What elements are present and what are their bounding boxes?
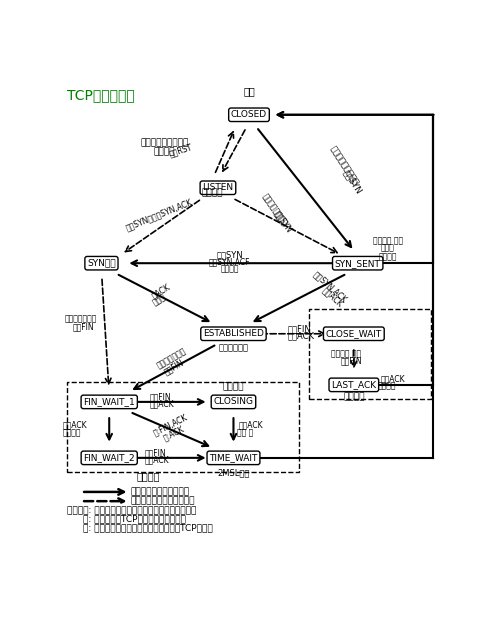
Text: 收：SYN,ACK: 收：SYN,ACK bbox=[311, 269, 349, 304]
Text: 应用进程：被动打开: 应用进程：被动打开 bbox=[140, 138, 189, 147]
Text: 收：FIN: 收：FIN bbox=[288, 324, 312, 334]
Text: 发：ACK: 发：ACK bbox=[150, 399, 175, 408]
Bar bbox=[67, 382, 300, 473]
Text: 或超时: 或超时 bbox=[381, 243, 395, 252]
Text: 发: 说明为了进行某个状态变迁要发送的TCP报文段: 发: 说明为了进行某个状态变迁要发送的TCP报文段 bbox=[83, 523, 212, 532]
Text: 被动打开: 被动打开 bbox=[201, 188, 223, 197]
Text: 发：SYN.ACF: 发：SYN.ACF bbox=[209, 258, 250, 267]
Text: 发：FIN: 发：FIN bbox=[163, 358, 186, 376]
Text: 发送 无: 发送 无 bbox=[237, 428, 254, 437]
Text: CLOSED: CLOSED bbox=[231, 110, 267, 119]
Text: 收:FIN,ACK: 收:FIN,ACK bbox=[152, 413, 189, 438]
Text: FIN_WAIT_1: FIN_WAIT_1 bbox=[83, 398, 135, 406]
Text: 应用进程：主动打开: 应用进程：主动打开 bbox=[329, 145, 361, 187]
Text: TIME_WAIT: TIME_WAIT bbox=[209, 453, 258, 463]
Text: 应用进程：关闭: 应用进程：关闭 bbox=[155, 346, 187, 370]
Text: 收：SYN，发：SYN,ACK: 收：SYN，发：SYN,ACK bbox=[125, 197, 194, 232]
Text: 收：ACK: 收：ACK bbox=[238, 421, 263, 430]
Text: 收ACK: 收ACK bbox=[150, 282, 172, 300]
Text: 同时打开: 同时打开 bbox=[220, 265, 239, 274]
Text: 应用进程: 说明当应用执行某种操作时发生的状态变迁: 应用进程: 说明当应用执行某种操作时发生的状态变迁 bbox=[67, 506, 196, 515]
Text: 收：FIN: 收：FIN bbox=[150, 392, 172, 401]
Text: 说明服务器的正常状态变迁: 说明服务器的正常状态变迁 bbox=[131, 497, 195, 506]
Text: 发送：无: 发送：无 bbox=[377, 381, 396, 391]
Text: 主动关闭: 主动关闭 bbox=[136, 471, 160, 482]
Text: ESTABLISHED: ESTABLISHED bbox=[203, 329, 264, 338]
Text: 不发送: 不发送 bbox=[151, 292, 168, 307]
Text: 发：ACK: 发：ACK bbox=[145, 456, 169, 465]
Text: SYN收到: SYN收到 bbox=[87, 258, 116, 268]
Text: 发：FIN: 发：FIN bbox=[72, 322, 94, 331]
Text: 应用进程：关闭: 应用进程：关闭 bbox=[65, 315, 97, 324]
Text: 收：SYN: 收：SYN bbox=[216, 250, 243, 259]
Text: 发：FIN: 发：FIN bbox=[340, 356, 362, 365]
Text: TCP状态变迁图: TCP状态变迁图 bbox=[67, 88, 134, 102]
Text: 同时关闭: 同时关闭 bbox=[223, 383, 244, 392]
Text: LAST_ACK: LAST_ACK bbox=[331, 380, 376, 389]
Text: 应用进程 关闭: 应用进程 关闭 bbox=[373, 237, 403, 246]
Text: 说明客户的正常状态变迁: 说明客户的正常状态变迁 bbox=[131, 487, 190, 496]
Text: 发:ACK: 发:ACK bbox=[162, 425, 186, 442]
Text: 2MSL超时: 2MSL超时 bbox=[217, 468, 249, 477]
Text: CLOSE_WAIT: CLOSE_WAIT bbox=[326, 329, 382, 338]
Text: SYN_SENT: SYN_SENT bbox=[335, 258, 381, 268]
Text: 收：FIN: 收：FIN bbox=[145, 449, 166, 458]
Text: 主动打开: 主动打开 bbox=[379, 253, 398, 262]
Text: 被动关闭: 被动关闭 bbox=[343, 392, 365, 401]
Text: 发送：无: 发送：无 bbox=[154, 148, 175, 157]
Text: 数据传送状态: 数据传送状态 bbox=[218, 343, 248, 352]
Bar bbox=[309, 310, 431, 399]
Text: 发：SYN: 发：SYN bbox=[273, 209, 294, 234]
Text: 发：ACK: 发：ACK bbox=[288, 332, 315, 341]
Text: 收：RST: 收：RST bbox=[168, 142, 194, 158]
Text: CLOSING: CLOSING bbox=[213, 398, 254, 406]
Text: LISTEN: LISTEN bbox=[202, 183, 233, 192]
Text: 收：ACK: 收：ACK bbox=[63, 421, 87, 430]
Text: 应用进程：发数据: 应用进程：发数据 bbox=[260, 192, 289, 228]
Text: 开始: 开始 bbox=[243, 87, 255, 97]
Text: 收：ACK: 收：ACK bbox=[381, 374, 406, 383]
Text: 发：SYN: 发：SYN bbox=[341, 168, 363, 195]
Text: 应用进程 关闭: 应用进程 关闭 bbox=[331, 349, 361, 359]
Text: 收: 说明当收到TCP报文段时状态的变迁: 收: 说明当收到TCP报文段时状态的变迁 bbox=[83, 514, 186, 524]
Text: 发送：无: 发送：无 bbox=[63, 428, 81, 437]
Text: FIN_WAIT_2: FIN_WAIT_2 bbox=[83, 453, 135, 463]
Text: 发：ACK: 发：ACK bbox=[321, 285, 345, 308]
